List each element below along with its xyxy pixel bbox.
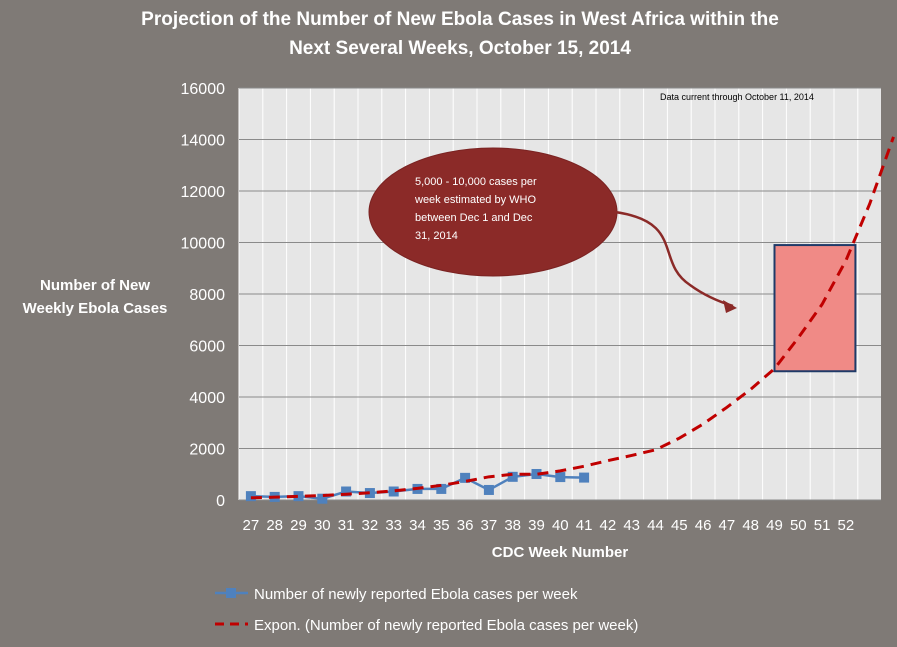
x-tick-label: 45 xyxy=(671,517,688,534)
x-tick-label: 48 xyxy=(742,517,759,534)
y-tick-label: 12000 xyxy=(181,184,226,201)
x-tick-label: 32 xyxy=(362,517,379,534)
y-axis-ticks: 0 2000 4000 6000 8000 10000 12000 14000 16000 xyxy=(181,81,226,510)
callout-text-line-1: 5,000 - 10,000 cases per xyxy=(415,176,537,188)
callout-arrow-head xyxy=(723,300,737,313)
x-tick-label: 52 xyxy=(838,517,855,534)
observed-cases-point xyxy=(388,486,399,497)
chart-title-line-1: Projection of the Number of New Ebola Ca… xyxy=(141,9,779,30)
y-axis-label-line-1: Number of New xyxy=(40,277,150,294)
x-tick-label: 28 xyxy=(266,517,283,534)
observed-cases-point xyxy=(341,486,352,497)
y-tick-label: 0 xyxy=(216,493,225,510)
y-tick-label: 4000 xyxy=(189,390,225,407)
x-tick-label: 41 xyxy=(576,517,593,534)
y-tick-label: 10000 xyxy=(181,236,226,253)
observed-cases-point xyxy=(436,483,447,494)
x-axis-label: CDC Week Number xyxy=(492,544,629,561)
legend-observed-label: Number of newly reported Ebola cases per… xyxy=(254,586,578,603)
x-tick-label: 44 xyxy=(647,517,664,534)
callout-text-line-2: week estimated by WHO xyxy=(414,194,536,206)
y-axis-label-line-2: Weekly Ebola Cases xyxy=(23,300,168,317)
x-tick-label: 47 xyxy=(719,517,736,534)
callout-arrow-line xyxy=(614,210,734,308)
x-tick-label: 34 xyxy=(409,517,426,534)
legend-trend-label: Expon. (Number of newly reported Ebola c… xyxy=(254,617,638,634)
who-estimate-range-box xyxy=(773,244,857,373)
observed-cases-point xyxy=(579,472,590,483)
x-tick-label: 43 xyxy=(623,517,640,534)
x-tick-label: 30 xyxy=(314,517,331,534)
x-tick-label: 29 xyxy=(290,517,307,534)
x-tick-label: 38 xyxy=(504,517,521,534)
x-tick-label: 49 xyxy=(766,517,783,534)
observed-cases-point xyxy=(245,491,256,502)
y-tick-label: 16000 xyxy=(181,81,226,98)
y-tick-label: 2000 xyxy=(189,442,225,459)
chart-title-line-2: Next Several Weeks, October 15, 2014 xyxy=(289,38,631,59)
observed-cases-point xyxy=(293,491,304,502)
legend: Number of newly reported Ebola cases per… xyxy=(215,586,638,634)
x-tick-label: 46 xyxy=(695,517,712,534)
observed-cases-point xyxy=(483,484,494,495)
y-tick-label: 8000 xyxy=(189,287,225,304)
observed-cases-point xyxy=(507,471,518,482)
y-tick-label: 14000 xyxy=(181,133,226,150)
observed-cases-point xyxy=(531,468,542,479)
observed-cases-point xyxy=(460,472,471,483)
x-tick-label: 27 xyxy=(243,517,260,534)
x-tick-label: 51 xyxy=(814,517,831,534)
series-layer xyxy=(245,136,895,504)
x-tick-label: 39 xyxy=(528,517,545,534)
x-tick-label: 31 xyxy=(338,517,355,534)
x-tick-label: 37 xyxy=(481,517,498,534)
observed-cases-point xyxy=(555,472,566,483)
x-tick-label: 35 xyxy=(433,517,450,534)
x-tick-label: 33 xyxy=(385,517,402,534)
x-tick-label: 36 xyxy=(457,517,474,534)
x-axis-ticks: 27 28 29 30 31 32 33 34 35 36 37 38 39 40 41 42 43 44 45 46… xyxy=(243,517,855,534)
y-tick-label: 6000 xyxy=(189,339,225,356)
callout-text-line-3: between Dec 1 and Dec xyxy=(415,212,533,224)
observed-cases-point xyxy=(317,493,328,504)
callout-text-line-4: 31, 2014 xyxy=(415,230,458,242)
legend-observed-marker xyxy=(226,588,236,598)
x-tick-label: 40 xyxy=(552,517,569,534)
observed-cases-point xyxy=(364,488,375,499)
x-tick-label: 42 xyxy=(600,517,617,534)
x-tick-label: 50 xyxy=(790,517,807,534)
data-currency-note: Data current through October 11, 2014 xyxy=(660,92,814,102)
